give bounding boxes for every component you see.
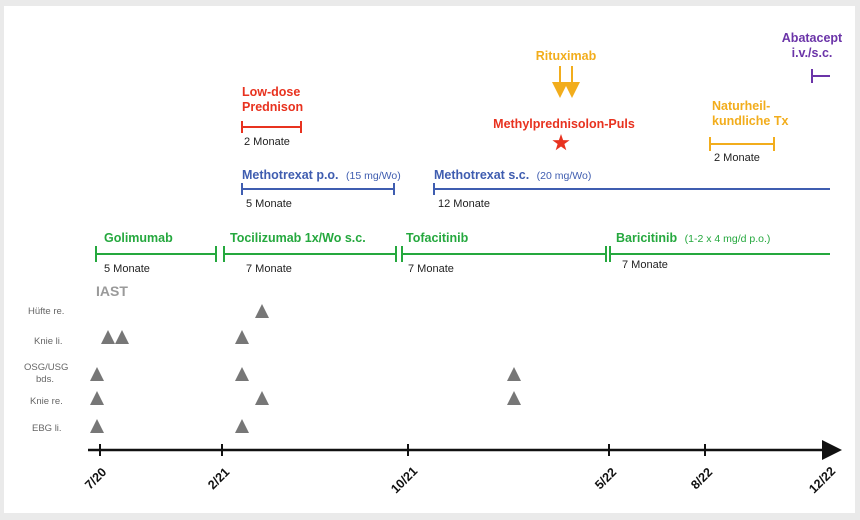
iast-injection-triangle [255, 391, 269, 405]
baricitinib-label: Baricitinib (1-2 x 4 mg/d p.o.) [616, 231, 770, 245]
mtx-po-duration: 5 Monate [246, 198, 292, 210]
baricitinib-name: Baricitinib [616, 231, 677, 245]
naturheil-duration: 2 Monate [714, 152, 760, 164]
naturheil-label-2: kundliche Tx [712, 114, 788, 128]
axis-tick-label: 5/22 [592, 465, 619, 492]
mtx-sc-duration: 12 Monate [438, 198, 490, 210]
iast-injection-triangle [115, 330, 129, 344]
abatacept-label-1: Abatacept [782, 31, 843, 45]
iast-injection-triangle [90, 391, 104, 405]
iast-injection-triangle [507, 367, 521, 381]
baricitinib-dose: (1-2 x 4 mg/d p.o.) [685, 233, 771, 245]
joint-label-osg-2: bds. [36, 374, 54, 385]
iast-heading: IAST [96, 283, 128, 299]
iast-injection-triangle [255, 304, 269, 318]
axis-tick-label: 8/22 [688, 465, 715, 492]
prednison-label-2: Prednison [242, 100, 303, 114]
abatacept-label-2: i.v./s.c. [792, 46, 833, 60]
joint-label-knie-li: Knie li. [34, 336, 63, 347]
iast-injection-triangle [235, 330, 249, 344]
mtx-po-dose: (15 mg/Wo) [346, 170, 401, 182]
mtx-po-label: Methotrexat p.o. (15 mg/Wo) [242, 168, 401, 182]
joint-label-osg-1: OSG/USG [24, 362, 68, 373]
baricitinib-duration: 7 Monate [622, 259, 668, 271]
mtx-sc-label: Methotrexat s.c. (20 mg/Wo) [434, 168, 591, 182]
methylprednisolon-star-icon [552, 134, 570, 151]
iast-injection-triangle [235, 367, 249, 381]
iast-injection-triangle [90, 367, 104, 381]
axis-tick-label: 10/21 [388, 464, 420, 496]
prednison-duration: 2 Monate [244, 136, 290, 148]
prednison-label-1: Low-dose [242, 85, 300, 99]
therapy-timeline-diagram: Rituximab Abatacept i.v./s.c. Low-dose P… [24, 31, 843, 496]
joint-label-knie-re: Knie re. [30, 396, 63, 407]
tocilizumab-label: Tocilizumab 1x/Wo s.c. [230, 231, 366, 245]
golimumab-label: Golimumab [104, 231, 173, 245]
mtx-sc-dose: (20 mg/Wo) [537, 170, 592, 182]
axis-tick-label: 7/20 [82, 465, 109, 492]
golimumab-duration: 5 Monate [104, 263, 150, 275]
mtx-sc-name: Methotrexat s.c. [434, 168, 529, 182]
axis-tick-label: 2/21 [205, 465, 232, 492]
tofacitinib-label: Tofacitinib [406, 231, 469, 245]
rituximab-label: Rituximab [536, 49, 597, 63]
timeline-canvas: Rituximab Abatacept i.v./s.c. Low-dose P… [4, 6, 855, 513]
axis-tick-label: 12/22 [806, 464, 838, 496]
iast-injection-triangle [101, 330, 115, 344]
methylprednisolon-label: Methylprednisolon-Puls [493, 117, 635, 131]
mtx-po-name: Methotrexat p.o. [242, 168, 339, 182]
joint-label-ebg: EBG li. [32, 423, 62, 434]
iast-injection-triangle [507, 391, 521, 405]
iast-injection-triangle [235, 419, 249, 433]
iast-injection-triangle [90, 419, 104, 433]
tofacitinib-duration: 7 Monate [408, 263, 454, 275]
joint-label-huefte: Hüfte re. [28, 306, 64, 317]
naturheil-label-1: Naturheil- [712, 99, 770, 113]
tocilizumab-duration: 7 Monate [246, 263, 292, 275]
